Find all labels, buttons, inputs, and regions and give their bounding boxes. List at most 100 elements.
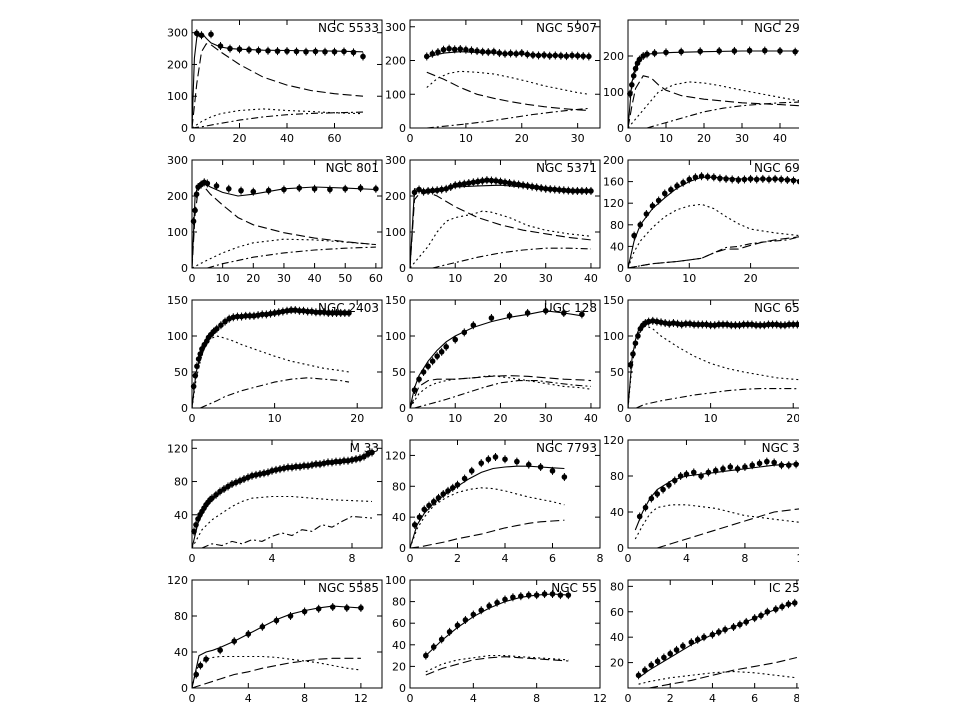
model-curve-dotted xyxy=(409,210,592,269)
data-point xyxy=(680,643,686,649)
data-point xyxy=(557,592,564,598)
data-point xyxy=(209,495,215,501)
data-point xyxy=(288,307,294,313)
data-point xyxy=(281,186,287,193)
data-point xyxy=(329,604,336,610)
plot-frame xyxy=(191,579,383,689)
model-curve-solid xyxy=(634,462,804,531)
data-point xyxy=(301,462,307,469)
y-tick-label: 100 xyxy=(385,226,406,239)
data-point xyxy=(479,48,486,55)
x-tick-label: 0 xyxy=(407,272,414,285)
y-tick-label: 200 xyxy=(385,190,406,203)
x-tick-label: 20 xyxy=(697,132,711,145)
data-point xyxy=(454,481,461,488)
figure-sheet: NGC 5533 0 20 40 60 0 100 200 300 NGC 5907 0 10 20 30… xyxy=(147,10,825,720)
x-tick-label: 10 xyxy=(682,272,696,285)
data-point xyxy=(661,654,667,661)
data-point xyxy=(717,175,723,182)
x-tick-label: 8 xyxy=(741,552,748,565)
data-point xyxy=(485,49,492,55)
x-tick-label: 0 xyxy=(407,412,414,425)
data-point xyxy=(221,486,227,492)
y-tick-label: 100 xyxy=(603,330,624,343)
y-tick-label: 80 xyxy=(610,580,624,593)
x-tick-label: 0 xyxy=(625,272,632,285)
model-curve-dotted xyxy=(409,375,592,409)
x-tick-label: 20 xyxy=(246,272,260,285)
y-tick-label: 0 xyxy=(399,262,406,275)
y-tick-label: 40 xyxy=(392,639,406,652)
model-curve-dotted xyxy=(409,487,565,549)
x-tick-label: 40 xyxy=(584,412,598,425)
x-tick-label: 10 xyxy=(448,412,462,425)
data-point xyxy=(716,321,722,328)
x-tick-label: 20 xyxy=(515,132,529,145)
data-point xyxy=(425,363,431,370)
data-point xyxy=(475,178,481,185)
data-point xyxy=(687,320,693,327)
x-tick-label: 4 xyxy=(502,552,509,565)
data-point xyxy=(446,45,452,52)
model-curve-dotted xyxy=(191,655,361,689)
model-curve-dashdot xyxy=(200,377,350,409)
y-tick-label: 80 xyxy=(392,480,406,493)
y-tick-label: 100 xyxy=(167,90,188,103)
x-tick-label: 40 xyxy=(308,272,322,285)
x-tick-label: 30 xyxy=(735,132,749,145)
data-point xyxy=(461,180,468,187)
y-tick-label: 0 xyxy=(399,682,406,695)
plot-frame xyxy=(409,19,601,129)
model-curve-solid xyxy=(409,465,565,549)
y-tick-label: 200 xyxy=(167,58,188,71)
data-point xyxy=(435,495,442,501)
y-tick-label: 100 xyxy=(385,88,406,101)
model-curve-dashed xyxy=(657,507,804,549)
data-point xyxy=(468,468,475,474)
plot-frame xyxy=(191,159,383,269)
data-point xyxy=(321,309,327,316)
y-tick-label: 200 xyxy=(385,55,406,68)
data-point xyxy=(430,498,437,505)
y-tick-label: 60 xyxy=(610,606,624,619)
y-tick-label: 160 xyxy=(603,176,624,189)
x-tick-label: 10 xyxy=(448,272,462,285)
y-tick-label: 300 xyxy=(167,154,188,167)
data-point xyxy=(373,186,379,192)
data-point xyxy=(667,650,674,657)
model-curve-dashdot xyxy=(191,111,364,129)
data-point xyxy=(488,315,495,321)
y-tick-label: 40 xyxy=(392,511,406,524)
y-tick-label: 0 xyxy=(617,262,624,275)
y-tick-label: 300 xyxy=(167,27,188,40)
y-tick-label: 100 xyxy=(385,330,406,343)
model-curve-dashdot xyxy=(201,515,373,549)
panel-title: IC 2574 xyxy=(769,581,799,595)
data-point xyxy=(502,456,508,463)
model-curve-solid xyxy=(627,176,812,269)
y-tick-label: 100 xyxy=(385,574,406,587)
panel-ngc-55: NGC 55 0 4 8 12 0 20 40 60 80 100 xyxy=(385,574,607,705)
panel-title: NGC 55 xyxy=(551,581,597,595)
data-point xyxy=(213,183,220,189)
y-tick-label: 150 xyxy=(603,294,624,307)
panel-ngc-5371: NGC 5371 0 10 20 30 40 0 100 200 300 xyxy=(385,154,601,285)
model-curve-dotted xyxy=(627,203,812,269)
y-tick-label: 0 xyxy=(181,262,188,275)
data-point xyxy=(627,91,633,97)
data-point xyxy=(213,492,219,498)
y-tick-label: 50 xyxy=(610,366,624,379)
x-tick-label: 8 xyxy=(597,552,604,565)
y-tick-label: 120 xyxy=(603,434,624,447)
model-curve-dashed xyxy=(627,233,812,269)
data-point xyxy=(785,462,792,469)
data-point xyxy=(493,178,499,184)
data-point xyxy=(293,48,300,55)
x-tick-label: 0 xyxy=(625,412,632,425)
panel-title: NGC 5533 xyxy=(318,21,379,35)
y-tick-label: 300 xyxy=(385,21,406,34)
data-point xyxy=(463,46,469,53)
